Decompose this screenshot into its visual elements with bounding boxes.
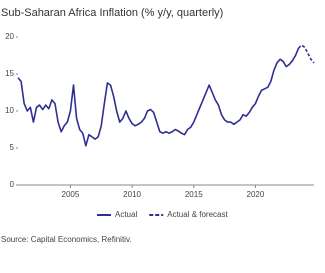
y-tick-label: 5 bbox=[10, 143, 15, 152]
legend-label: Actual & forecast bbox=[167, 210, 228, 219]
legend-label: Actual bbox=[115, 210, 137, 219]
x-tick-label: 2020 bbox=[247, 190, 265, 199]
y-tick-label: 0 bbox=[10, 180, 15, 189]
chart-title: Sub-Saharan Africa Inflation (% y/y, qua… bbox=[1, 7, 223, 19]
series-line bbox=[298, 44, 315, 64]
source-note: Source: Capital Economics, Refinitiv. bbox=[1, 235, 132, 244]
y-tick-label: 20 bbox=[5, 32, 14, 41]
series-line bbox=[17, 47, 300, 147]
x-tick-label: 2005 bbox=[62, 190, 80, 199]
x-tick-label: 2010 bbox=[123, 190, 141, 199]
x-tick-label: 2015 bbox=[185, 190, 203, 199]
y-tick-label: 10 bbox=[5, 106, 14, 115]
y-tick-label: 15 bbox=[5, 69, 14, 78]
